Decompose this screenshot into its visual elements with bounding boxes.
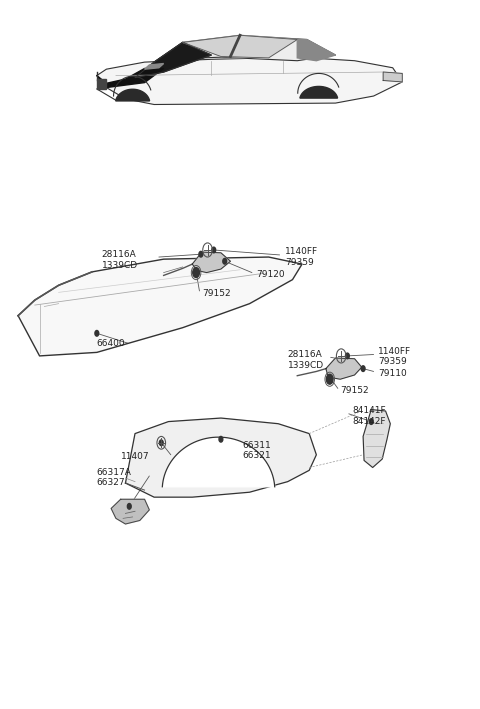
Polygon shape <box>162 437 275 487</box>
Text: 28116A
1339CD: 28116A 1339CD <box>102 250 138 269</box>
Polygon shape <box>116 89 150 101</box>
Polygon shape <box>144 64 164 69</box>
Polygon shape <box>326 358 362 379</box>
Text: 79152: 79152 <box>340 386 369 395</box>
Circle shape <box>194 269 198 274</box>
Text: 1140FF
79359: 1140FF 79359 <box>285 247 318 267</box>
Circle shape <box>329 376 333 381</box>
Text: 79152: 79152 <box>202 289 230 298</box>
Polygon shape <box>192 252 230 272</box>
Circle shape <box>199 252 203 257</box>
Polygon shape <box>97 57 402 104</box>
Polygon shape <box>363 410 390 467</box>
Circle shape <box>193 267 199 277</box>
Text: 79110: 79110 <box>378 369 407 378</box>
Circle shape <box>95 330 99 336</box>
Text: 66400: 66400 <box>97 340 125 348</box>
Polygon shape <box>125 418 316 497</box>
Polygon shape <box>135 43 211 78</box>
Circle shape <box>223 259 227 264</box>
Polygon shape <box>97 69 164 87</box>
Circle shape <box>127 503 131 509</box>
Text: 28116A
1339CD: 28116A 1339CD <box>288 350 324 370</box>
Text: 66317A
66327: 66317A 66327 <box>97 468 132 487</box>
Text: 79120: 79120 <box>257 270 285 279</box>
Text: 1140FF
79359: 1140FF 79359 <box>378 347 411 367</box>
Polygon shape <box>111 499 149 524</box>
Circle shape <box>369 419 373 425</box>
Polygon shape <box>183 35 297 58</box>
Polygon shape <box>154 35 336 62</box>
Circle shape <box>361 366 365 372</box>
Circle shape <box>346 353 349 359</box>
Circle shape <box>219 437 223 442</box>
Polygon shape <box>300 86 337 98</box>
Polygon shape <box>18 257 302 356</box>
Text: 84141F
84142F: 84141F 84142F <box>352 406 386 425</box>
Text: 11407: 11407 <box>120 452 149 462</box>
Polygon shape <box>297 40 336 61</box>
Circle shape <box>212 247 216 253</box>
Circle shape <box>159 440 163 445</box>
Polygon shape <box>97 79 107 89</box>
Polygon shape <box>383 72 402 82</box>
Text: 66311
66321: 66311 66321 <box>242 441 271 460</box>
Circle shape <box>326 374 333 384</box>
